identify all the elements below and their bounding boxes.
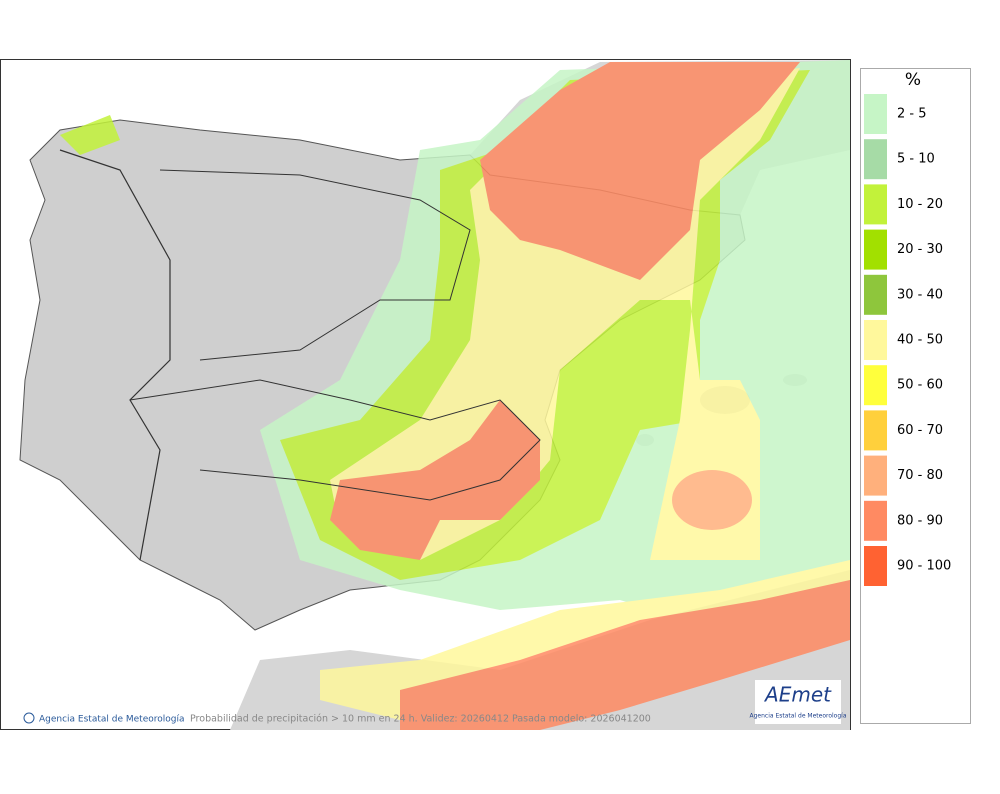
legend-swatch [864, 274, 887, 315]
legend-swatch [864, 184, 887, 225]
legend-title: % [905, 70, 921, 90]
legend-label: 20 - 30 [897, 242, 943, 257]
copyright-icon [23, 712, 35, 724]
legend-label: 90 - 100 [897, 559, 951, 574]
logo-subtitle: Agencia Estatal de Meteorología [750, 713, 847, 720]
legend-label: 10 - 20 [897, 197, 943, 212]
region-border [129, 379, 541, 501]
legend-label: 2 - 5 [897, 107, 927, 122]
legend-swatch [864, 455, 887, 496]
logo-name: AEmet [763, 683, 832, 707]
caption: Probabilidad de precipitación > 10 mm en… [190, 714, 651, 725]
legend-label: 60 - 70 [897, 423, 943, 438]
legend-swatch [864, 94, 887, 134]
precip-layer [60, 60, 850, 730]
precip-area [400, 580, 850, 730]
precip-area [672, 470, 752, 530]
legend-label: 40 - 50 [897, 333, 943, 348]
legend-label: 30 - 40 [897, 287, 943, 302]
legend-label: 80 - 90 [897, 513, 943, 528]
portugal-border [59, 149, 171, 561]
agency-text: Agencia Estatal de Meteorología [39, 715, 185, 725]
legend: % 2 - 5 5 - 10 10 - 20 20 - 30 30 - 40 40 - 5… [860, 68, 971, 724]
legend-swatch [864, 320, 887, 360]
logo-box [755, 680, 841, 724]
precip-area [60, 115, 120, 155]
precip-area [480, 62, 800, 280]
legend-swatch [864, 410, 887, 451]
legend-swatch [864, 229, 887, 270]
legend-label: 5 - 10 [897, 152, 935, 167]
legend-swatch [864, 139, 887, 180]
legend-label: 70 - 80 [897, 468, 943, 483]
region-border [159, 169, 471, 361]
legend-swatch [864, 546, 887, 586]
precip-area [330, 400, 540, 560]
legend-swatch [864, 500, 887, 541]
legend-swatch [864, 365, 887, 406]
map: Agencia Estatal de Meteorología Probabil… [0, 59, 851, 730]
legend-label: 50 - 60 [897, 378, 943, 393]
